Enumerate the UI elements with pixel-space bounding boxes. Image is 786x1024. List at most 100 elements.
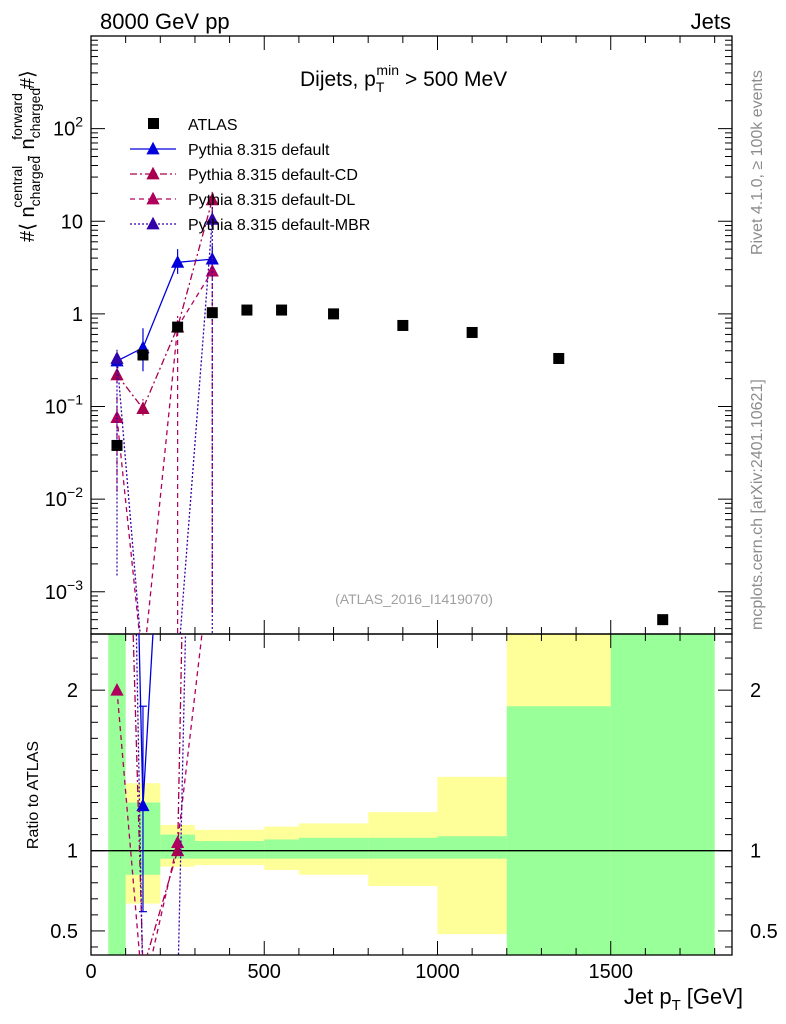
y-tick-label: 102 — [53, 114, 83, 141]
x-label-main: Jet p — [624, 984, 672, 1009]
y-tick-label-base: 10 — [45, 582, 67, 604]
chart-title-sup: min — [376, 62, 399, 78]
chart-title: Dijets, pTmin > 500 MeV — [300, 62, 507, 95]
band-green-bin-10 — [610, 634, 715, 955]
atlas-point — [137, 349, 149, 361]
ratio-line-2 — [116, 634, 203, 955]
series-marker-3 — [171, 661, 184, 674]
side-label-top: Rivet 4.1.0, ≥ 100k events — [749, 70, 766, 255]
y-tick-label: 10−2 — [45, 484, 83, 511]
y-tick-label-exp: −3 — [67, 577, 83, 593]
legend-label-2: Pythia 8.315 default-DL — [188, 192, 355, 209]
series-line-3 — [116, 219, 213, 634]
y-tick-label-base: 10 — [45, 489, 67, 511]
series-line-1 — [116, 199, 213, 410]
band-green-bin-8 — [437, 836, 507, 859]
header-left: 8000 GeV pp — [100, 9, 230, 34]
x-label-tail: [GeV] — [687, 984, 743, 1009]
legend-marker-2 — [146, 191, 160, 205]
ratio-tick-label-right: 1 — [750, 841, 761, 863]
y-tick-label-base: 10 — [45, 397, 67, 419]
band-green-bin-0 — [108, 634, 126, 955]
x-tick-label: 1000 — [415, 961, 460, 983]
y-tick-label-exp: −2 — [67, 484, 83, 500]
band-green-bin-6 — [298, 837, 369, 859]
atlas-point — [553, 352, 565, 364]
legend-marker-1 — [146, 166, 160, 180]
ratio-marker-2 — [110, 682, 124, 696]
ratio-plot-area — [110, 634, 203, 955]
band-green-bin-3 — [194, 841, 230, 859]
series-marker-3 — [136, 661, 149, 674]
y-label-sup2: forward — [9, 93, 25, 140]
legend: ATLAS Pythia 8.315 default Pythia 8.315 de… — [130, 117, 370, 234]
atlas-point — [241, 304, 253, 316]
header-right: Jets — [691, 9, 731, 34]
atlas-point — [276, 304, 288, 316]
ratio-line-1 — [132, 634, 183, 955]
atlas-point — [172, 321, 184, 333]
legend-atlas-marker — [148, 118, 159, 129]
y-tick-label-base: 1 — [72, 304, 83, 326]
series-marker-0 — [171, 255, 185, 268]
x-tick-label: 0 — [85, 961, 96, 983]
atlas-point — [328, 308, 340, 320]
atlas-point — [397, 319, 409, 331]
y-tick-label: 10−3 — [45, 577, 83, 604]
series-marker-1 — [205, 192, 219, 206]
series-marker-3 — [110, 351, 124, 364]
y-tick-label: 10 — [61, 211, 83, 233]
ratio-tick-label-left: 2 — [67, 680, 78, 702]
y-tick-label-base: 10 — [53, 119, 75, 141]
y-tick-label: 1 — [72, 304, 83, 326]
x-axis-label: Jet pT [GeV] — [624, 984, 743, 1014]
series-marker-2 — [110, 410, 124, 423]
series-marker-1 — [136, 401, 150, 414]
y-tick-label-exp: 2 — [75, 114, 83, 130]
y-tick-label-base: 10 — [61, 211, 83, 233]
ratio-tick-label-left: 1 — [67, 841, 78, 863]
legend-label-1: Pythia 8.315 default-CD — [188, 167, 358, 184]
atlas-point — [657, 614, 669, 626]
series-marker-2 — [136, 661, 149, 674]
atlas-point — [111, 439, 123, 451]
band-green-bin-5 — [264, 839, 299, 859]
ratio-tick-label-right: 2 — [750, 680, 761, 702]
ratio-frame — [90, 633, 733, 956]
x-tick-label: 500 — [248, 961, 281, 983]
atlas-point — [206, 307, 218, 319]
main-plot-area — [110, 189, 669, 674]
band-green-bin-9 — [506, 706, 611, 955]
chart-title-sub: T — [376, 79, 385, 95]
legend-marker-0 — [146, 141, 160, 155]
series-marker-2 — [205, 263, 219, 277]
ratio-y-axis-label: Ratio to ATLAS — [25, 741, 42, 849]
y-label-open: #⟨ n — [17, 206, 39, 242]
y-label-sup1: central — [9, 166, 25, 208]
chart-title-tail: > 500 MeV — [405, 68, 507, 91]
side-label-bottom: mcplots.cern.ch [arXiv:2401.10621] — [749, 379, 766, 630]
ratio-tick-label-right: 0.5 — [750, 921, 778, 943]
y-label-sub2: charged — [27, 88, 43, 139]
series-marker-3 — [205, 212, 219, 225]
x-tick-label: 1500 — [588, 961, 633, 983]
legend-atlas-label: ATLAS — [188, 117, 238, 134]
y-axis-label: #⟨ nchargedcentral- nchargedforward#⟩ — [9, 70, 43, 242]
ratio-tick-label-left: 0.5 — [50, 921, 78, 943]
y-tick-label-exp: −1 — [67, 392, 83, 408]
legend-marker-3 — [146, 216, 160, 230]
x-label-sub: T — [672, 997, 681, 1014]
ratio-uncertainty-bands — [91, 634, 732, 955]
atlas-point — [466, 326, 478, 338]
y-label-mid: - n — [17, 138, 39, 161]
series-line-2 — [116, 270, 213, 634]
y-label-sub1: charged — [27, 156, 43, 207]
y-label-close: #⟩ — [17, 70, 39, 89]
analysis-watermark: (ATLAS_2016_I1419070) — [335, 591, 493, 607]
band-green-bin-4 — [229, 841, 265, 859]
legend-label-3: Pythia 8.315 default-MBR — [188, 217, 370, 234]
legend-label-0: Pythia 8.315 default — [188, 142, 330, 159]
series-line-0 — [116, 258, 213, 362]
